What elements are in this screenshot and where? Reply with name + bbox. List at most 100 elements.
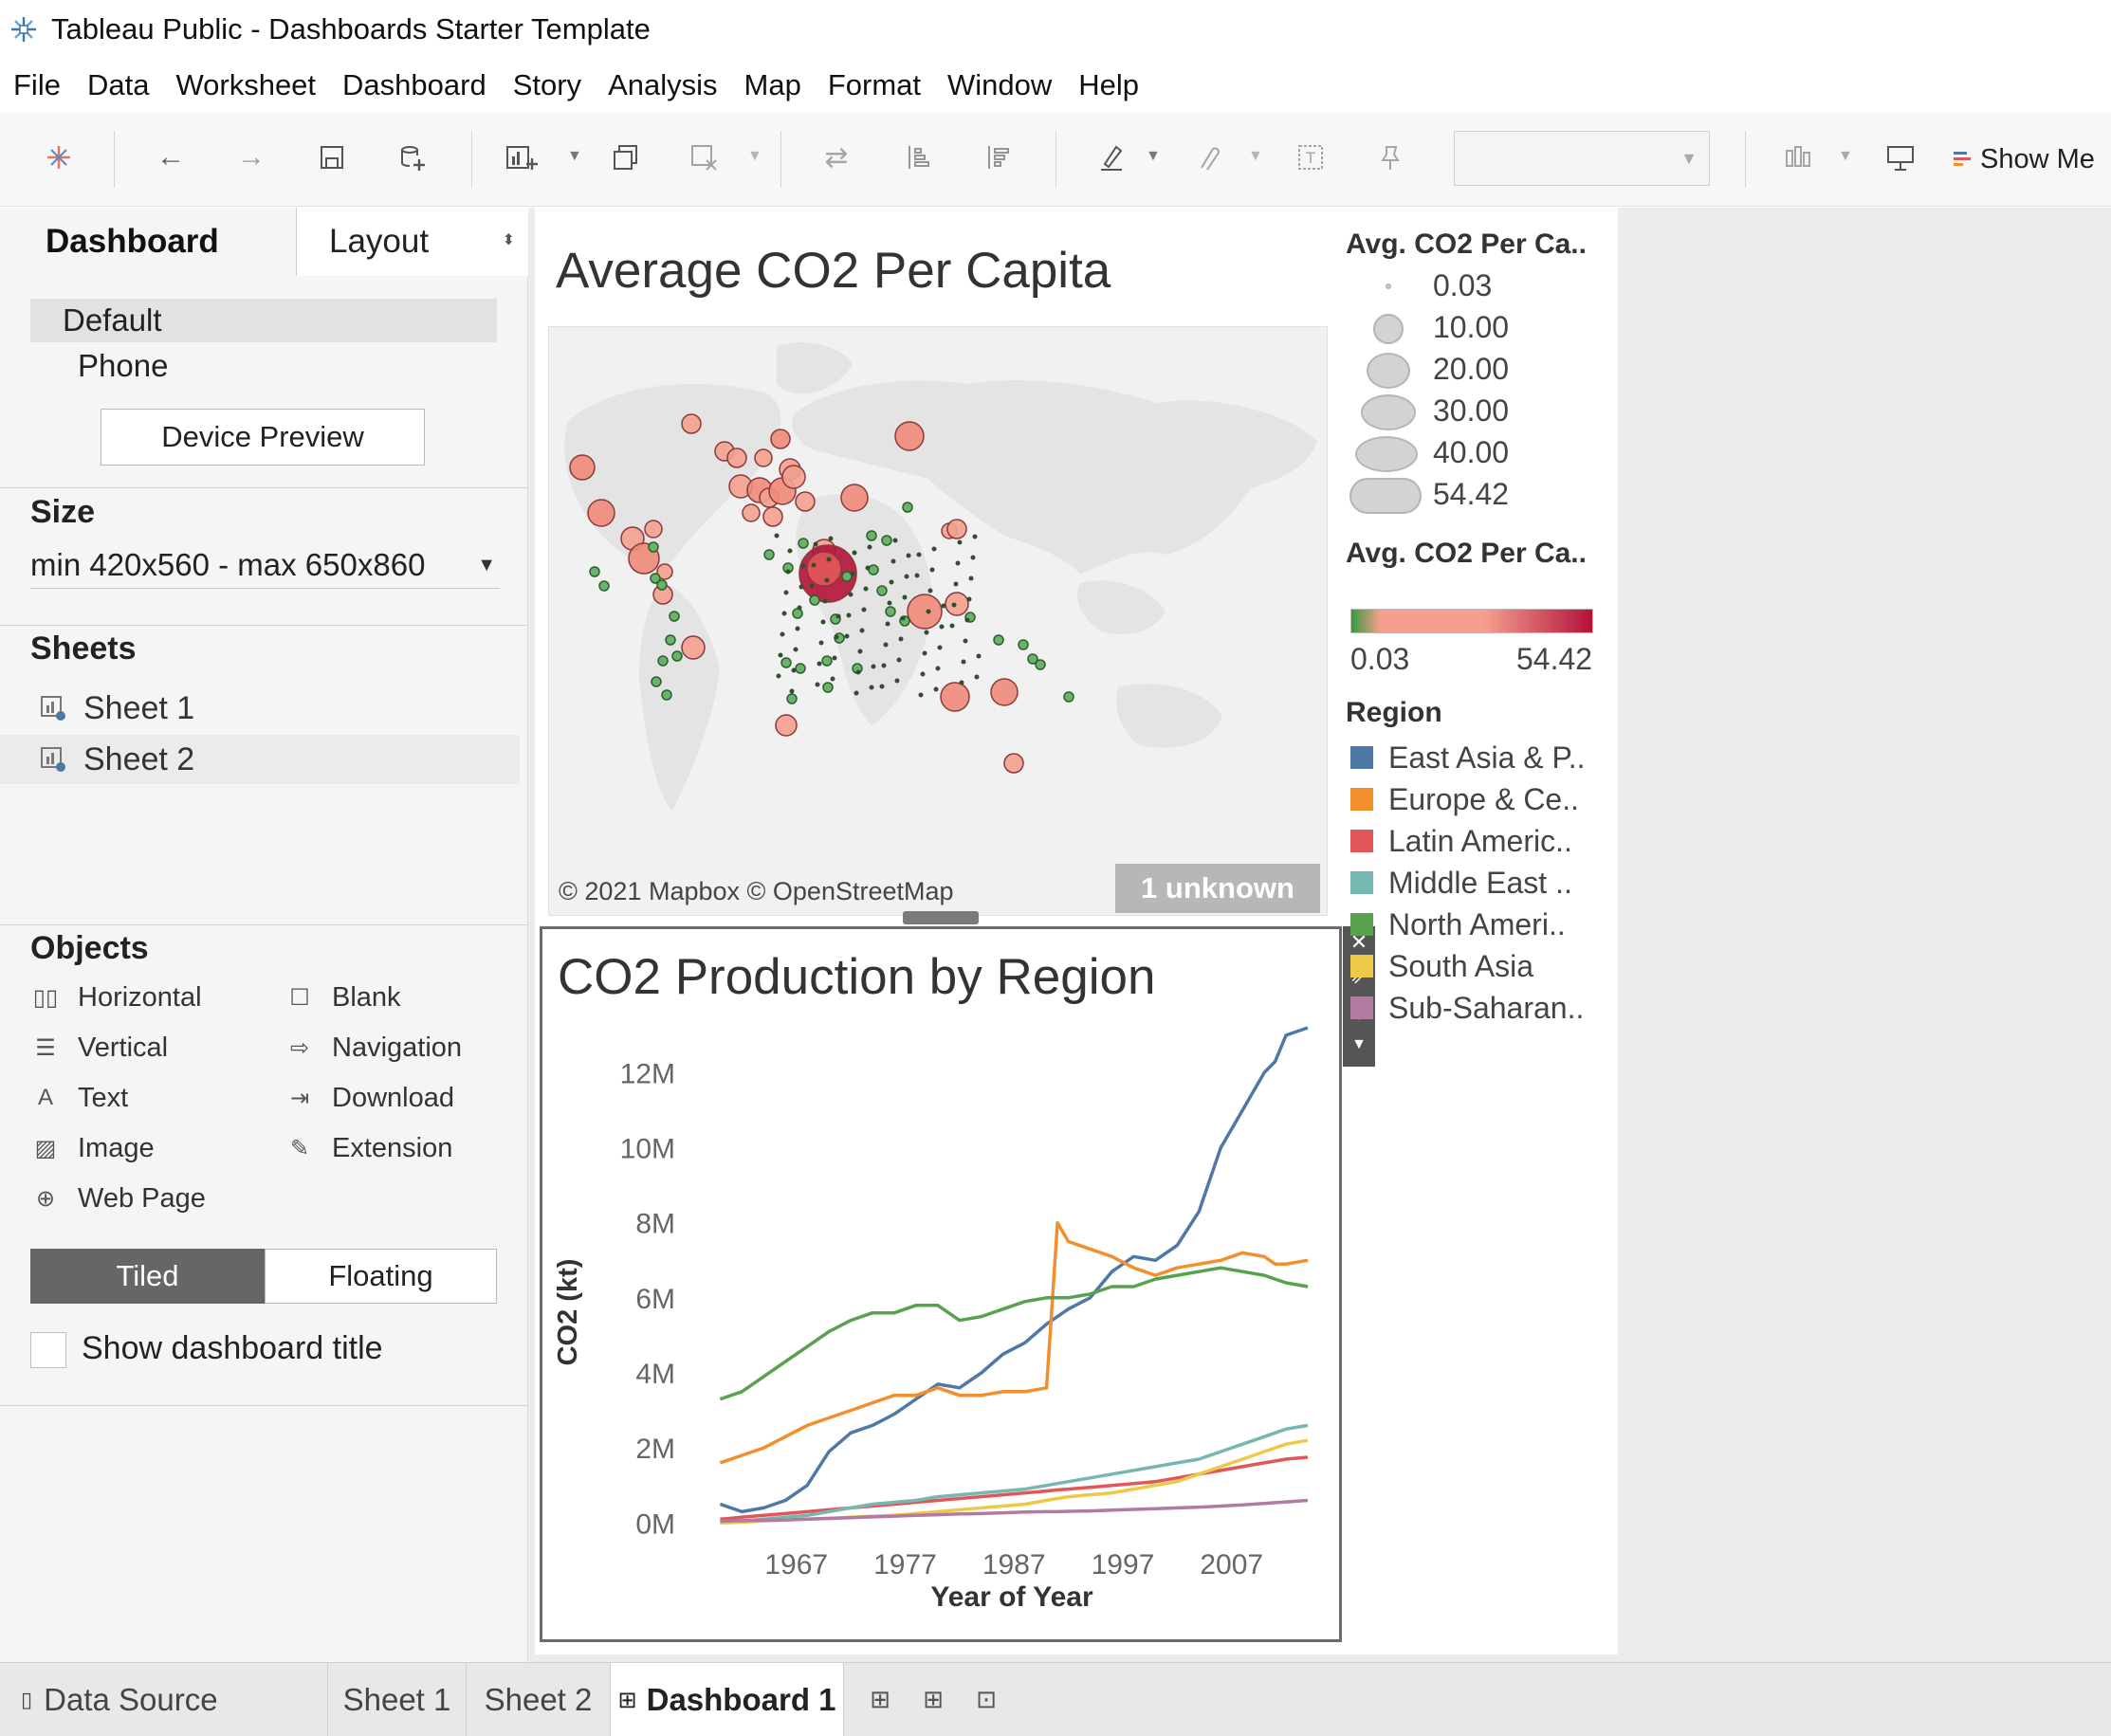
map-bubble[interactable] bbox=[651, 676, 662, 687]
object-web-page[interactable]: ⊕ Web Page bbox=[30, 1179, 206, 1217]
map-bubble[interactable] bbox=[650, 573, 661, 584]
clear-sheet-icon[interactable] bbox=[685, 138, 723, 176]
unknown-indicator[interactable]: 1 unknown bbox=[1115, 864, 1320, 913]
new-dashboard-icon[interactable]: ⊞ bbox=[923, 1684, 944, 1713]
series-line[interactable] bbox=[719, 1026, 1309, 1514]
menu-window[interactable]: Window bbox=[947, 68, 1053, 101]
device-phone[interactable]: Phone bbox=[78, 348, 169, 383]
duplicate-sheet-icon[interactable] bbox=[607, 138, 645, 176]
menu-story[interactable]: Story bbox=[512, 68, 582, 101]
map-bubble[interactable] bbox=[1063, 691, 1074, 703]
show-cards-icon[interactable] bbox=[1781, 138, 1819, 176]
map-bubble[interactable] bbox=[726, 448, 747, 468]
map-bubble[interactable] bbox=[902, 502, 913, 513]
map-bubble[interactable] bbox=[946, 519, 967, 539]
series-line[interactable] bbox=[720, 1423, 1309, 1526]
fix-axes-pin-icon[interactable] bbox=[1370, 138, 1408, 176]
map-bubble[interactable] bbox=[762, 506, 783, 527]
line-chart-container[interactable]: CO2 Production by Region 0M 2M 4M 6M 8M 10M 12… bbox=[540, 926, 1342, 1642]
map-bubble[interactable] bbox=[1018, 639, 1029, 650]
object-text[interactable]: A Text bbox=[30, 1079, 128, 1117]
object-horizontal[interactable]: ▯▯ Horizontal bbox=[30, 978, 202, 1016]
map-bubble[interactable] bbox=[754, 448, 773, 467]
sheet-item-2[interactable]: Sheet 2 bbox=[0, 735, 520, 784]
map-bubble[interactable] bbox=[840, 484, 869, 512]
map-bubble[interactable] bbox=[681, 635, 706, 660]
object-extension[interactable]: ✎ Extension bbox=[285, 1129, 452, 1167]
show-me-button[interactable]: Show Me bbox=[1954, 140, 2095, 178]
map-bubble[interactable] bbox=[657, 655, 669, 667]
map-bubble[interactable] bbox=[940, 682, 970, 712]
map-bubble[interactable] bbox=[841, 571, 853, 582]
map-bubble[interactable] bbox=[822, 682, 834, 693]
show-title-checkbox[interactable] bbox=[30, 1332, 66, 1368]
region-legend-item[interactable]: Europe & Ce.. bbox=[1350, 780, 1579, 818]
new-story-icon[interactable]: ⊡ bbox=[976, 1684, 997, 1713]
show-cards-dropdown-icon[interactable]: ▼ bbox=[1838, 148, 1853, 164]
undo-icon[interactable]: ← bbox=[156, 141, 185, 173]
close-icon[interactable]: ✕ bbox=[1349, 930, 1368, 954]
save-icon[interactable] bbox=[313, 138, 351, 176]
map-bubble[interactable] bbox=[821, 655, 833, 667]
map-bubble[interactable] bbox=[1035, 659, 1046, 670]
map-bubble[interactable] bbox=[656, 579, 668, 591]
map-bubble[interactable] bbox=[786, 693, 798, 704]
swap-rows-columns-icon[interactable]: ⇄ bbox=[824, 141, 849, 174]
device-default[interactable]: Default bbox=[30, 299, 497, 342]
sheet-item-1[interactable]: Sheet 1 bbox=[0, 684, 520, 733]
map-bubble[interactable] bbox=[990, 678, 1019, 706]
map-bubble[interactable] bbox=[775, 714, 798, 737]
menu-data[interactable]: Data bbox=[86, 68, 150, 101]
map-bubble[interactable] bbox=[770, 429, 791, 449]
map-bubble[interactable] bbox=[598, 580, 610, 592]
region-legend-item[interactable]: South Asia bbox=[1350, 947, 1533, 985]
tab-data-source[interactable]: ▯ Data Source bbox=[0, 1663, 328, 1736]
group-dropdown-icon[interactable]: ▼ bbox=[1248, 148, 1263, 164]
tab-dashboard-1[interactable]: ⊞ Dashboard 1 bbox=[611, 1663, 844, 1736]
region-legend-item[interactable]: Sub-Saharan.. bbox=[1350, 989, 1584, 1027]
map-bubble[interactable] bbox=[885, 606, 896, 617]
object-vertical[interactable]: ☰ Vertical bbox=[30, 1029, 168, 1067]
map-bubble[interactable] bbox=[866, 530, 877, 541]
tab-layout[interactable]: Layout ⬍ bbox=[297, 208, 528, 276]
map-bubble[interactable] bbox=[780, 657, 792, 668]
map-bubble[interactable] bbox=[806, 551, 842, 587]
object-download[interactable]: ⇥ Download bbox=[285, 1079, 454, 1117]
region-legend-item[interactable]: East Asia & P.. bbox=[1350, 739, 1586, 777]
map-bubble[interactable] bbox=[907, 594, 943, 630]
region-legend-item[interactable]: Latin Americ.. bbox=[1350, 822, 1572, 860]
size-dropdown[interactable]: min 420x560 - max 650x860 ▼ bbox=[30, 541, 500, 589]
more-options-icon[interactable]: ▼ bbox=[1351, 1036, 1367, 1052]
new-worksheet-icon[interactable] bbox=[503, 138, 541, 176]
object-blank[interactable]: ☐ Blank bbox=[285, 978, 400, 1016]
series-line[interactable] bbox=[719, 1266, 1309, 1401]
series-line[interactable] bbox=[720, 1455, 1309, 1522]
map-bubble[interactable] bbox=[795, 491, 816, 512]
object-image[interactable]: ▨ Image bbox=[30, 1129, 155, 1167]
map-bubble[interactable] bbox=[945, 592, 969, 616]
floating-button[interactable]: Floating bbox=[265, 1249, 497, 1304]
clear-sheet-dropdown-icon[interactable]: ▼ bbox=[747, 148, 762, 164]
menu-format[interactable]: Format bbox=[827, 68, 921, 101]
menu-analysis[interactable]: Analysis bbox=[608, 68, 718, 101]
sort-ascending-icon[interactable] bbox=[899, 138, 937, 176]
map-bubble[interactable] bbox=[671, 650, 683, 662]
tab-sheet-1[interactable]: Sheet 1 bbox=[328, 1663, 467, 1736]
map-bubble[interactable] bbox=[589, 566, 600, 577]
sort-descending-icon[interactable] bbox=[979, 138, 1017, 176]
presentation-mode-icon[interactable] bbox=[1882, 138, 1919, 176]
map-view[interactable]: © 2021 Mapbox © OpenStreetMap 1 unknown bbox=[548, 326, 1328, 916]
map-bubble[interactable] bbox=[569, 454, 596, 481]
map-bubble[interactable] bbox=[661, 689, 672, 701]
map-bubble[interactable] bbox=[656, 563, 673, 580]
map-bubble[interactable] bbox=[742, 503, 761, 522]
menu-help[interactable]: Help bbox=[1078, 68, 1140, 101]
group-members-icon[interactable] bbox=[1187, 138, 1225, 176]
map-bubble[interactable] bbox=[798, 538, 809, 549]
menu-file[interactable]: File bbox=[13, 68, 61, 101]
menu-worksheet[interactable]: Worksheet bbox=[175, 68, 317, 101]
map-bubble[interactable] bbox=[868, 564, 879, 576]
highlight-dropdown-icon[interactable]: ▼ bbox=[1146, 148, 1161, 164]
map-bubble[interactable] bbox=[1027, 653, 1038, 665]
new-worksheet-icon[interactable]: ⊞ bbox=[870, 1684, 890, 1713]
